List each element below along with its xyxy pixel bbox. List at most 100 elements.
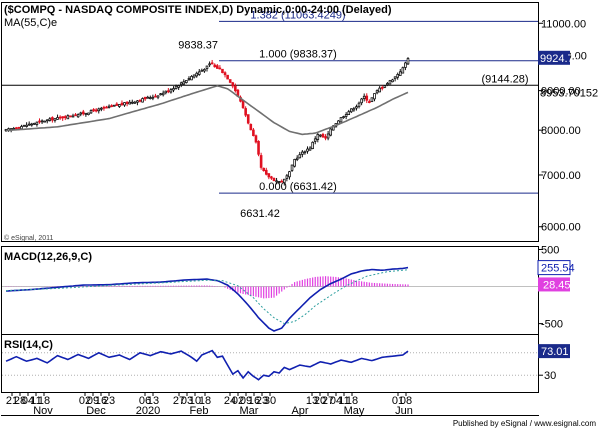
candle-body [143, 96, 147, 100]
xaxis-tick-label: 06 [139, 395, 151, 407]
candle-body [125, 101, 129, 105]
xaxis-tick-label: 13 [306, 395, 318, 407]
candle-body [301, 151, 304, 155]
candle-body [115, 103, 119, 106]
candle-body [324, 136, 327, 139]
candle-body [74, 114, 77, 117]
candle-body [118, 104, 121, 107]
candle-body [249, 124, 253, 131]
candle-body [154, 95, 157, 98]
candle-body [97, 108, 101, 112]
candle-body [259, 155, 263, 168]
xaxis-tick-label: 11 [338, 395, 349, 407]
candle-body [342, 116, 345, 118]
price-axis-label: 11000.00 [541, 18, 586, 30]
candle-body [197, 71, 201, 75]
xaxis-tick-label: 04 [22, 395, 34, 407]
candle-body [61, 116, 64, 119]
xaxis-tick-label: 27 [173, 395, 185, 407]
footer-text: Published by eSignal / www.esignal.com [453, 419, 597, 428]
candle-body [167, 90, 170, 93]
rsi-last-value: 73.01 [541, 346, 569, 358]
candle-body [136, 100, 139, 103]
candle-body [246, 114, 250, 124]
candle-body [290, 164, 294, 171]
candle-body [151, 96, 155, 99]
fib-level-label: 1.382 (11063.4249) [250, 9, 345, 21]
candle-body [270, 176, 273, 179]
candle-body [262, 167, 265, 172]
candle-body [404, 62, 407, 68]
candle-body [43, 120, 46, 123]
price-annotation: 9838.37 [178, 40, 218, 52]
candle-body [79, 112, 83, 115]
histogram-last-value: 28.45 [543, 279, 571, 291]
candle-body [386, 83, 389, 86]
xaxis-month-label: Mar [240, 405, 259, 417]
candle-body [48, 118, 52, 121]
xaxis-tick-label: 02 [232, 395, 244, 407]
candle-body [53, 118, 57, 121]
candle-body [210, 62, 214, 65]
candle-body [40, 120, 44, 123]
candle-body [69, 115, 72, 118]
candle-body [378, 87, 381, 93]
candle-body [329, 128, 332, 136]
candle-body [257, 140, 260, 155]
xaxis-tick-label: 28 [14, 395, 26, 407]
candle-body [156, 95, 160, 98]
candle-body [51, 117, 54, 121]
rsi-value-badge [538, 344, 570, 359]
candle-body [226, 74, 229, 80]
candle-body [35, 121, 39, 125]
candle-body [285, 175, 289, 179]
candle-body [298, 154, 302, 159]
xaxis-tick-label: 16 [248, 395, 260, 407]
candle-body [105, 106, 108, 109]
candle-body [303, 151, 307, 154]
candle-body [373, 93, 376, 100]
candle-body [30, 123, 34, 126]
candle-body [192, 74, 196, 78]
candle-body [365, 95, 369, 101]
macd-axis-label: -500 [541, 319, 563, 331]
candle-body [200, 69, 204, 72]
candle-body [141, 98, 144, 103]
candle-body [275, 180, 278, 183]
candle-body [102, 106, 106, 109]
candle-body [87, 112, 90, 116]
candle-body [368, 101, 371, 103]
xaxis-month-label: Apr [291, 405, 308, 417]
candle-body [355, 106, 358, 109]
xaxis-month-label: Jun [395, 405, 413, 417]
candle-body [362, 95, 366, 99]
candle-body [112, 104, 116, 107]
price-axis-label: 7000.00 [541, 170, 581, 182]
xaxis-month-label: Dec [86, 405, 106, 417]
xaxis-tick-label: 21 [6, 395, 18, 407]
macd-axis-label: 500 [541, 244, 559, 256]
xaxis-tick-label: 27 [322, 395, 334, 407]
candle-body [234, 85, 237, 92]
candle-body [277, 181, 281, 184]
price-axis-label: 8000.00 [541, 125, 581, 137]
candle-body [308, 147, 312, 151]
candle-body [272, 178, 276, 182]
candle-body [169, 89, 173, 93]
candle-body [94, 109, 98, 112]
candle-body [218, 67, 222, 70]
candle-body [280, 180, 284, 183]
macd-line [5, 266, 409, 332]
candle-body [17, 126, 21, 129]
candle-body [15, 127, 18, 130]
price-annotation: 6631.42 [240, 208, 280, 220]
candle-body [138, 99, 142, 102]
candle-body [375, 90, 379, 94]
candle-body [195, 72, 198, 77]
candle-body [370, 97, 374, 102]
candle-body [213, 64, 217, 68]
candle-body [396, 74, 399, 78]
candle-body [177, 85, 180, 88]
candle-body [383, 85, 387, 88]
